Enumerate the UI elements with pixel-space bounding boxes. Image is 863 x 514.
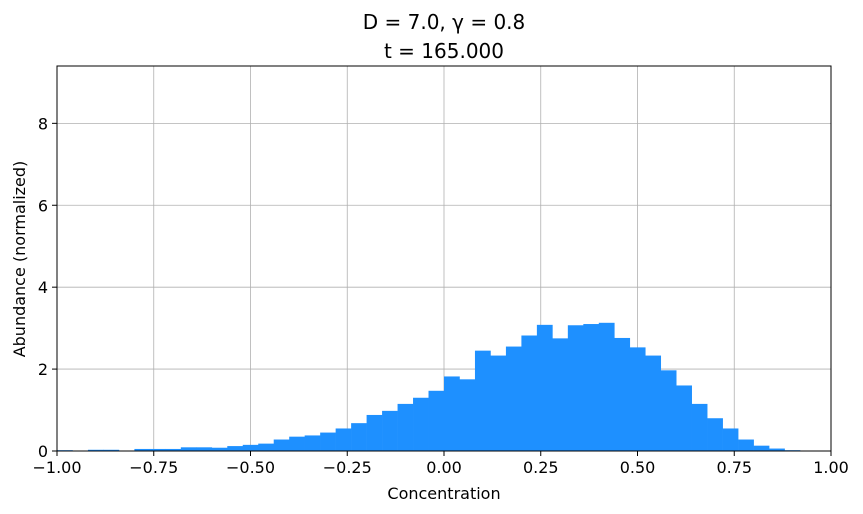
x-axis-ticks: −1.00 −0.75 −0.50 −0.25 0.00 0.25 0.50 0.75 1.00: [32, 451, 849, 477]
histogram-bar: [428, 390, 445, 451]
x-tick-label: −0.25: [323, 458, 372, 477]
y-tick-label: 4: [38, 278, 48, 297]
histogram-bar: [552, 338, 569, 451]
histogram-bar: [769, 448, 785, 451]
y-tick-label: 6: [38, 196, 48, 215]
histogram-bar: [87, 449, 104, 451]
chart-title-line-2: t = 165.000: [384, 39, 504, 63]
histogram-bar: [273, 439, 290, 451]
histogram-bar: [397, 403, 414, 451]
histogram-bar: [505, 346, 522, 451]
histogram-bar: [351, 423, 367, 451]
x-tick-label: 0.75: [716, 458, 752, 477]
histogram-bar: [738, 439, 754, 451]
histogram-bar: [707, 418, 723, 451]
histogram-bar: [335, 428, 352, 451]
histogram-bar: [567, 325, 584, 451]
histogram-bar: [598, 322, 615, 451]
histogram-bar: [521, 335, 538, 451]
histogram-bar: [614, 337, 631, 451]
histogram-bar: [490, 355, 507, 451]
histogram-bar: [676, 385, 692, 451]
histogram-bar: [227, 446, 244, 451]
x-axis-label: Concentration: [387, 484, 500, 503]
histogram-bar: [459, 379, 476, 451]
histogram-bar: [134, 448, 151, 451]
x-tick-label: 0.00: [426, 458, 462, 477]
y-tick-label: 8: [38, 114, 48, 133]
histogram-bar: [660, 370, 677, 451]
histogram-bar: [645, 355, 662, 451]
x-tick-label: 0.50: [620, 458, 656, 477]
y-tick-label: 2: [38, 360, 48, 379]
chart-title-line-1: D = 7.0, γ = 0.8: [363, 10, 526, 34]
histogram-bar: [691, 403, 708, 451]
histogram-bar: [320, 432, 336, 451]
histogram-bar: [242, 444, 259, 451]
histogram-bar: [413, 397, 429, 451]
histogram-bar: [258, 443, 275, 451]
histogram-bar: [211, 447, 228, 451]
histogram-bar: [382, 410, 398, 451]
x-tick-label: 1.00: [813, 458, 849, 477]
x-tick-label: 0.25: [523, 458, 559, 477]
histogram-bar: [444, 376, 460, 451]
y-tick-label: 0: [38, 442, 48, 461]
x-tick-label: −0.75: [129, 458, 178, 477]
histogram-bar: [722, 428, 739, 451]
histogram-bar: [753, 445, 770, 451]
histogram-bar: [366, 414, 383, 451]
histogram-bar: [149, 448, 166, 451]
x-tick-label: −0.50: [226, 458, 275, 477]
histogram-bar: [196, 447, 213, 451]
histogram-bar: [474, 350, 491, 451]
histogram-bar: [304, 435, 321, 451]
histogram-bar: [165, 448, 182, 451]
y-axis-label: Abundance (normalized): [10, 161, 29, 358]
histogram-bar: [180, 447, 197, 451]
histogram-bar: [629, 347, 646, 451]
histogram-bar: [583, 324, 600, 451]
histogram-bar: [536, 324, 553, 451]
histogram-bars: [57, 322, 816, 451]
histogram-bar: [103, 449, 120, 451]
x-tick-label: −1.00: [32, 458, 81, 477]
y-axis-ticks: 0 2 4 6 8: [38, 114, 57, 461]
histogram-bar: [289, 436, 305, 451]
